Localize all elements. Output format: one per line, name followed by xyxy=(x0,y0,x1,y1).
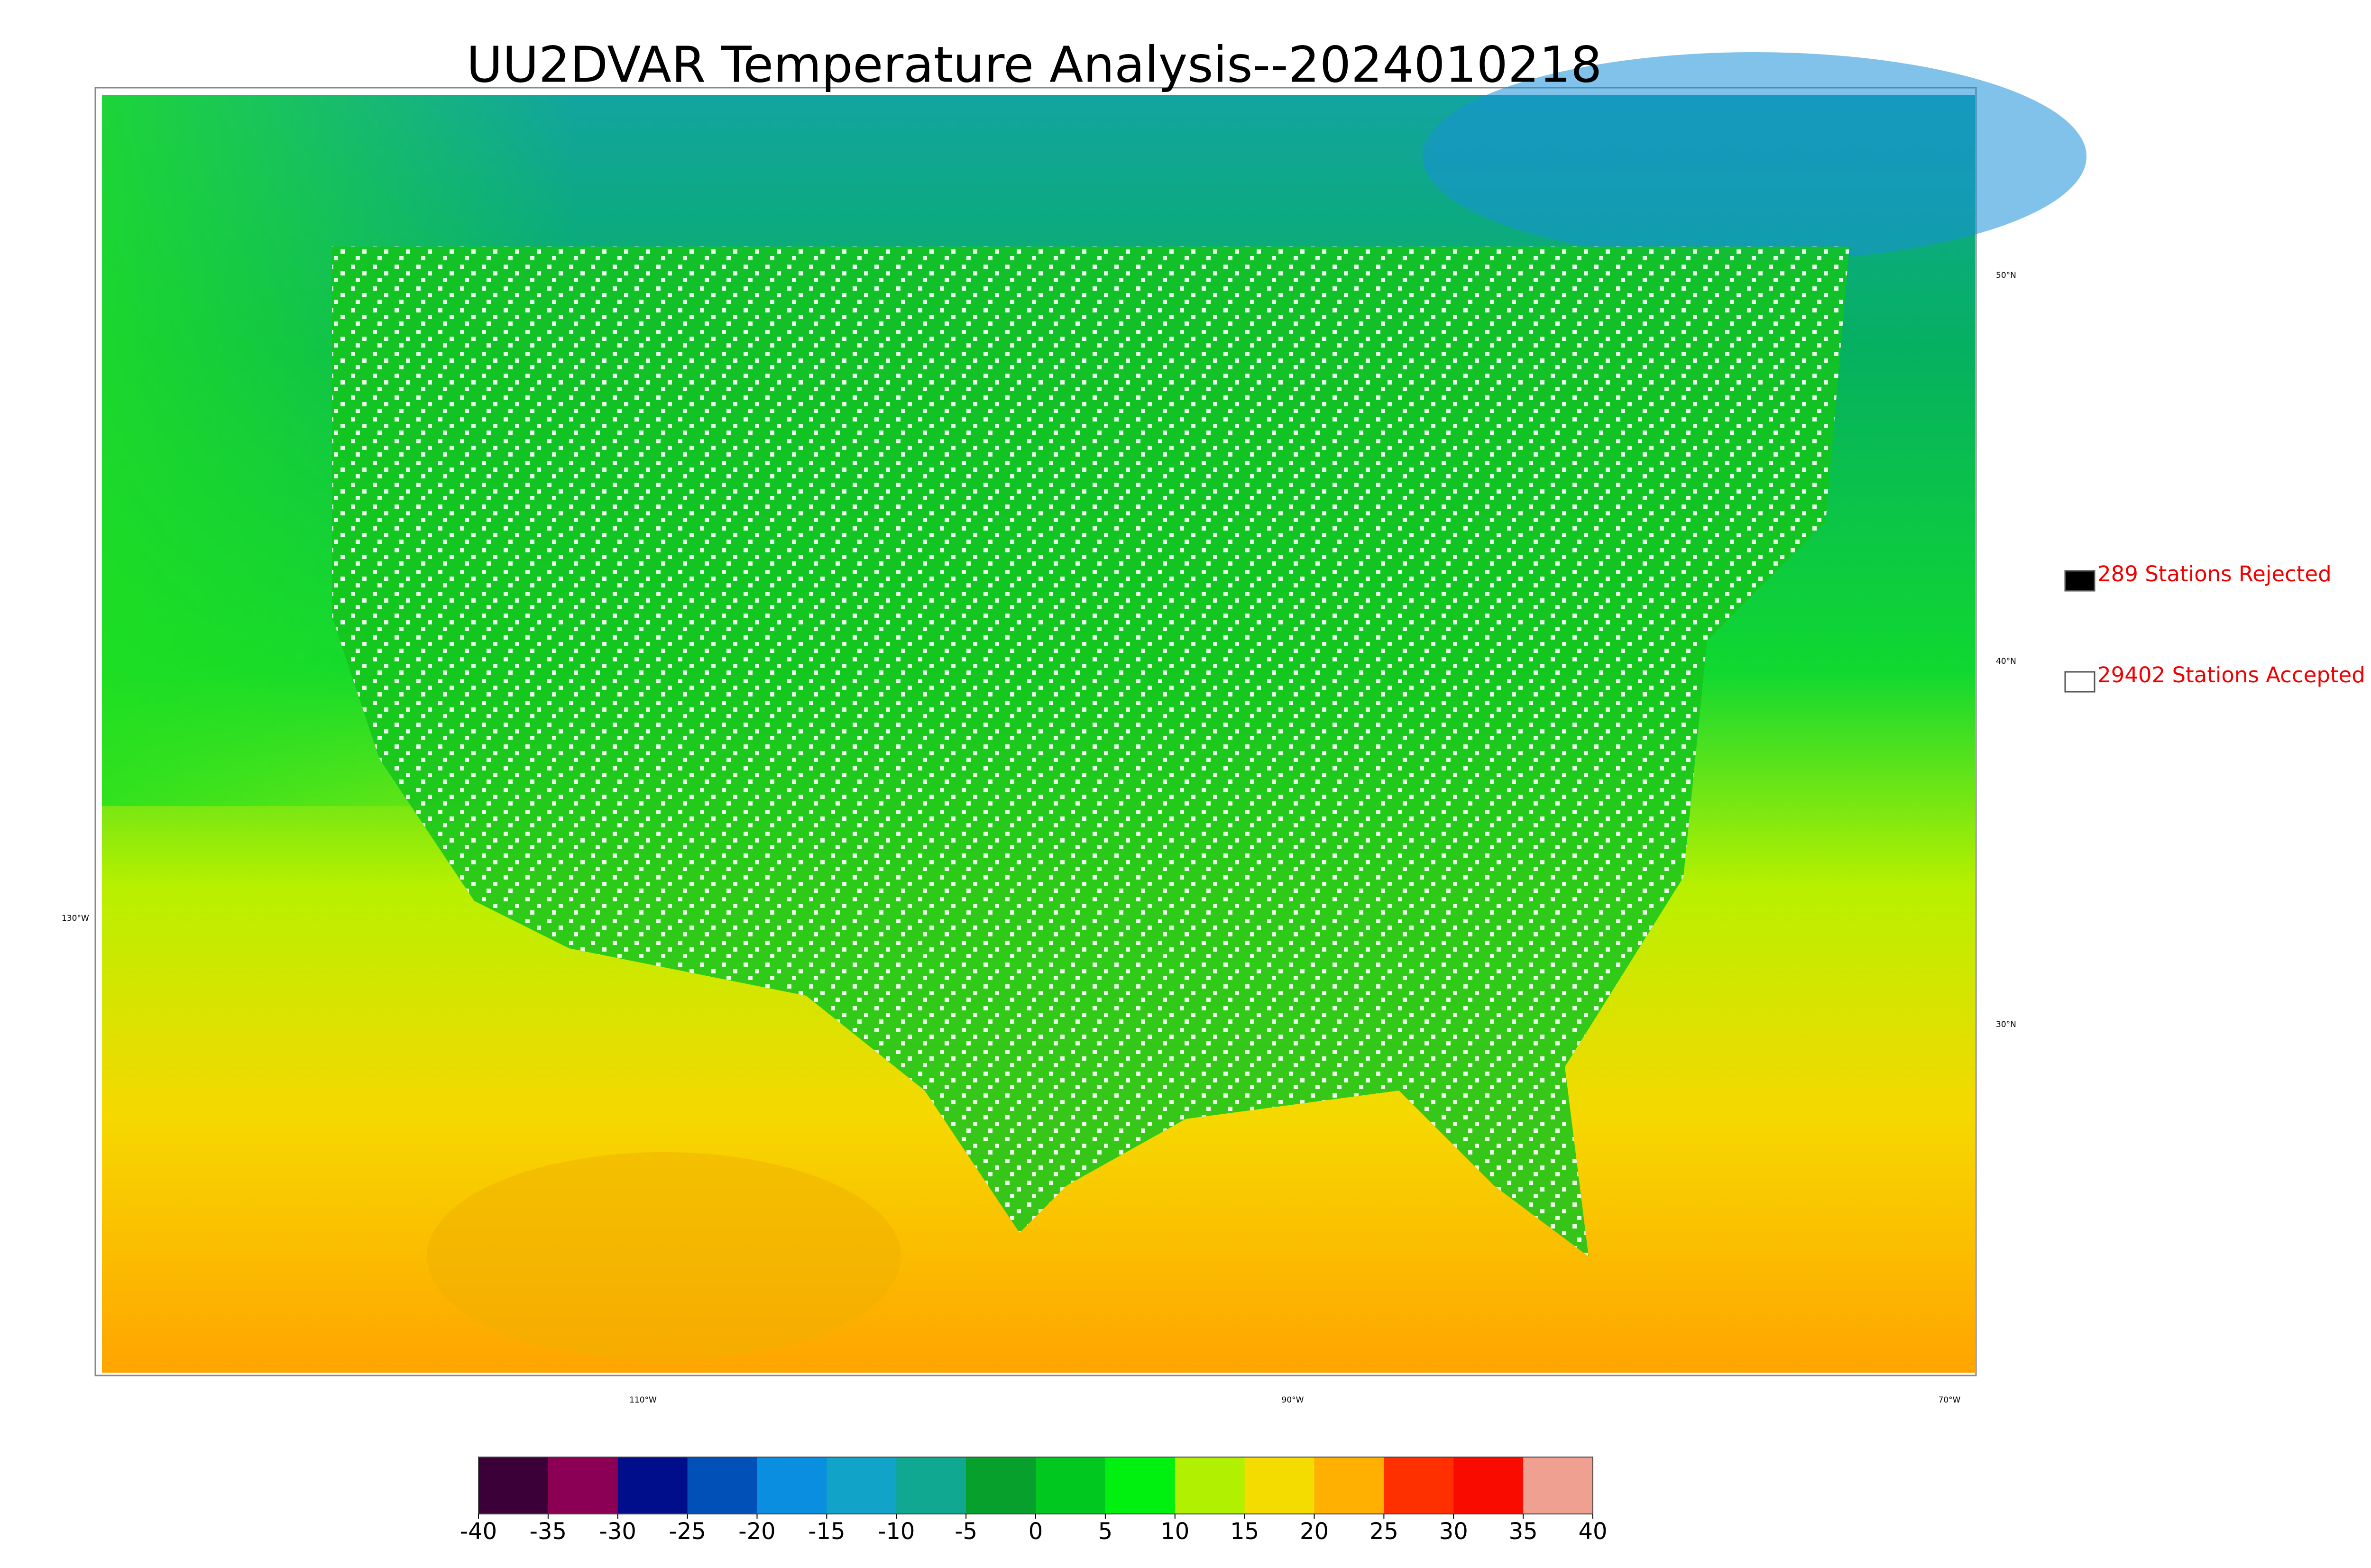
colorbar-segment xyxy=(757,1457,827,1514)
latitude-labels: 50°N 40°N 30°N 130°W 110°W 90°W 70°W xyxy=(62,271,2016,1405)
legend-swatch xyxy=(2064,570,2095,592)
colorbar-segment xyxy=(617,1457,688,1514)
legend-label: 289 Stations Rejected xyxy=(2097,561,2332,587)
colorbar-tick-label: 30 xyxy=(1439,1518,1468,1545)
map xyxy=(102,52,2086,1373)
colorbar-segment xyxy=(1105,1457,1176,1514)
colorbar-tick-label: -15 xyxy=(808,1518,845,1545)
colorbar-tick-label: 15 xyxy=(1230,1518,1259,1545)
colorbar-segment xyxy=(1384,1457,1454,1514)
colorbar-segment xyxy=(478,1457,549,1514)
colorbar: -40 -35 -30 -25 -20 -15 -10 -5 0 5 10 15 20 25 30 35 40 xyxy=(460,1457,1608,1545)
colorbar-tick-label: 40 xyxy=(1578,1518,1607,1545)
colorbar-tick-label: 10 xyxy=(1160,1518,1189,1545)
colorbar-segment xyxy=(1036,1457,1106,1514)
colorbar-segment xyxy=(1453,1457,1524,1514)
colorbar-tick-label: 20 xyxy=(1300,1518,1329,1545)
longitude-label: 90°W xyxy=(1282,1395,1304,1405)
colorbar-segment xyxy=(548,1457,618,1514)
colorbar-tick-label: -20 xyxy=(738,1518,775,1545)
colorbar-tick-label: 5 xyxy=(1098,1518,1113,1545)
colorbar-segment xyxy=(896,1457,966,1514)
colorbar-tick-label: -30 xyxy=(599,1518,636,1545)
colorbar-segment xyxy=(1244,1457,1314,1514)
colorbar-segment xyxy=(1175,1457,1245,1514)
latitude-label: 40°N xyxy=(1996,657,2016,666)
longitude-label: 70°W xyxy=(1939,1395,1961,1405)
colorbar-tick-label: 0 xyxy=(1029,1518,1043,1545)
colorbar-tick-label: 25 xyxy=(1369,1518,1398,1545)
colorbar-tick-label: -25 xyxy=(669,1518,706,1545)
title: UU2DVAR Temperature Analysis--2024010218 xyxy=(467,36,1602,93)
colorbar-segment xyxy=(1314,1457,1384,1514)
colorbar-tick-label: -35 xyxy=(530,1518,567,1545)
colorbar-tick-label: 35 xyxy=(1509,1518,1538,1545)
legend-label: 29402 Stations Accepted xyxy=(2097,662,2365,688)
colorbar-segment xyxy=(687,1457,757,1514)
latitude-label: 30°N xyxy=(1996,1020,2016,1029)
colorbar-segment xyxy=(827,1457,897,1514)
longitude-label: 130°W xyxy=(62,914,89,923)
legend-swatch xyxy=(2064,671,2095,693)
colorbar-tick-label: -40 xyxy=(460,1518,497,1545)
legend: 289 Stations Rejected 29402 Stations Acce… xyxy=(2064,561,2365,693)
colorbar-tick-label: -5 xyxy=(955,1518,977,1545)
colorbar-segment xyxy=(966,1457,1036,1514)
longitude-label: 110°W xyxy=(629,1395,657,1405)
latitude-label: 50°N xyxy=(1996,271,2016,280)
colorbar-segment xyxy=(1523,1457,1593,1514)
colorbar-tick-label: -10 xyxy=(878,1518,915,1545)
